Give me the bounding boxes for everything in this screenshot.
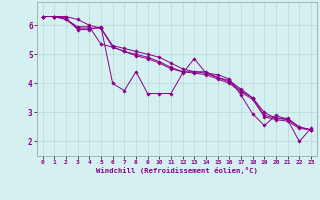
X-axis label: Windchill (Refroidissement éolien,°C): Windchill (Refroidissement éolien,°C) [96, 167, 258, 174]
